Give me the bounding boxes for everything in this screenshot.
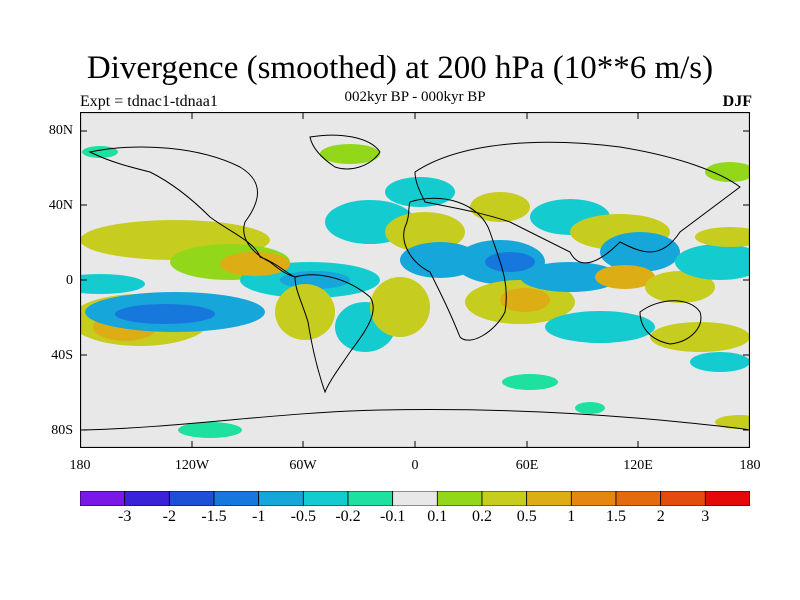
lon-tick-120w: 120W (174, 458, 210, 473)
field-positive-strong (220, 252, 290, 276)
field-positive-weak (705, 162, 750, 182)
australia-outline (639, 300, 702, 345)
colorbar-label: -0.2 (335, 508, 361, 525)
colorbar-label: 0.2 (472, 508, 492, 525)
field-positive (695, 227, 750, 247)
season-label: DJF (722, 93, 752, 110)
field-negative (690, 352, 750, 372)
colorbar-label: 0.5 (516, 508, 537, 525)
eurasia-outline (414, 141, 741, 264)
north-america-outline (88, 146, 296, 278)
field-positive (470, 192, 530, 222)
field-positive-weak (320, 144, 380, 164)
lat-tick-40s: 40S (51, 348, 73, 363)
lat-tick-40n: 40N (48, 198, 73, 213)
coastlines (80, 134, 750, 431)
colorbar-label: -0.1 (380, 508, 406, 525)
lon-tick-120e: 120E (623, 458, 653, 473)
colorbar-swatch (168, 491, 215, 506)
colorbar-swatch (347, 491, 394, 506)
colorbar-swatch (80, 491, 126, 506)
field-positive-strong (595, 265, 655, 289)
lon-tick-180-right: 180 (739, 458, 761, 473)
colorbar-swatch (258, 491, 304, 506)
lon-tick-180-left: 180 (69, 458, 91, 473)
lat-tick-80n: 80N (48, 123, 73, 138)
colorbar-label: -2 (162, 508, 176, 525)
colorbar-swatch (213, 491, 260, 506)
field-negative (545, 311, 655, 343)
field-negative-strong (115, 304, 215, 324)
field-negative (675, 244, 750, 280)
colorbar-swatch (570, 491, 617, 506)
field-positive-strong (500, 288, 550, 312)
colorbar-swatch (124, 491, 170, 506)
chart-subtitle: 002kyr BP - 000kyr BP (344, 89, 486, 105)
field-negative (80, 274, 145, 294)
colorbar-label: -1 (252, 508, 266, 525)
field-negative-weak (502, 374, 558, 390)
field-negative-strong (485, 252, 535, 272)
colorbar-label: -1.5 (201, 508, 227, 525)
greenland-outline (309, 134, 381, 170)
colorbar-swatch (660, 491, 706, 506)
colorbar-label: 3 (701, 508, 710, 525)
colorbar-swatch (615, 491, 662, 506)
colorbar-label: 2 (656, 508, 665, 525)
field-positive (715, 415, 750, 429)
chart-title: Divergence (smoothed) at 200 hPa (10**6 … (86, 50, 714, 86)
field-positive (650, 322, 750, 352)
field-positive (370, 277, 430, 337)
colorbar-swatch (302, 491, 349, 506)
colorbar-label: 0.1 (427, 508, 448, 525)
lat-tick-0: 0 (66, 273, 73, 288)
colorbar (80, 491, 750, 506)
colorbar-swatch (704, 491, 750, 506)
field-negative-weak (575, 402, 605, 414)
lon-tick-60w: 60W (289, 458, 317, 473)
field-negative-strong (280, 271, 350, 289)
colorbar-label: -0.5 (290, 508, 316, 525)
lon-tick-60e: 60E (515, 458, 539, 473)
field-negative-weak (178, 422, 242, 438)
colorbar-swatch (392, 491, 438, 506)
colorbar-swatch (481, 491, 528, 506)
colorbar-swatch (526, 491, 572, 506)
south-america-outline (294, 274, 374, 394)
field-positive (385, 212, 465, 252)
tick-marks (80, 112, 750, 448)
field-negative (520, 262, 620, 292)
field-negative (600, 232, 680, 272)
colorbar-swatch (436, 491, 483, 506)
field-positive (645, 271, 715, 303)
lon-tick-0: 0 (411, 458, 419, 473)
lat-tick-80s: 80S (51, 423, 73, 438)
colorbar-label: -3 (118, 508, 132, 525)
divergence-fields (80, 144, 750, 438)
africa-outline (403, 197, 507, 341)
colorbar-label: 1.5 (606, 508, 626, 525)
antarctica-outline (80, 409, 750, 431)
colorbar-label: 1 (567, 508, 576, 525)
experiment-label: Expt = tdnac1-tdnaa1 (80, 93, 218, 110)
divergence-map (80, 112, 750, 448)
